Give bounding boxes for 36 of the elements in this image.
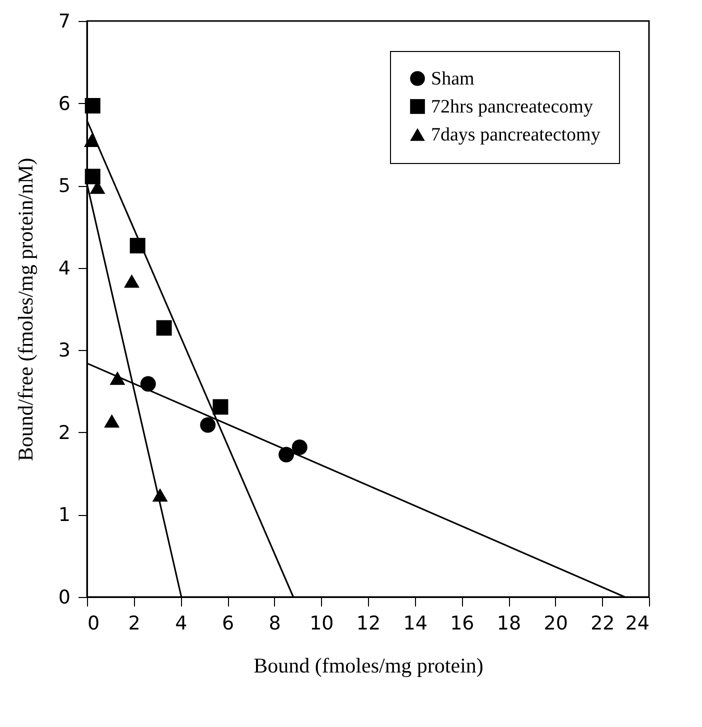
- x-tick-label: 16: [450, 612, 474, 634]
- legend-label: 72hrs pancreatecomy: [431, 96, 594, 118]
- y-tick-label: 6: [58, 92, 70, 115]
- x-tick-label: 6: [222, 612, 234, 634]
- y-tick-label: 4: [58, 257, 70, 280]
- point: [212, 399, 228, 415]
- x-tick-label: 14: [403, 612, 428, 634]
- point: [110, 371, 126, 385]
- point: [200, 417, 216, 433]
- point: [140, 376, 156, 392]
- x-tick-label: 4: [175, 612, 188, 634]
- y-tick-label: 7: [58, 10, 70, 32]
- y-tick-label: 0: [58, 586, 70, 608]
- x-tick-label: 2: [128, 612, 140, 634]
- x-tick-label: 18: [496, 612, 522, 634]
- x-tick-label: 24: [625, 612, 650, 634]
- x-tick-label: 8: [268, 612, 281, 634]
- x-tick-label: 10: [310, 612, 334, 634]
- y-axis-title: Bound/free (fmoles/mg protein/nM): [13, 158, 38, 462]
- y-tick-label: 5: [58, 175, 70, 198]
- legend-label: Sham: [431, 68, 474, 90]
- point: [104, 414, 120, 428]
- point: [156, 320, 172, 336]
- y-tick-label: 2: [58, 422, 70, 444]
- x-axis-title: Bound (fmoles/mg protein): [254, 654, 484, 678]
- point: [84, 98, 100, 114]
- y-tick-label: 3: [58, 340, 70, 362]
- y-tick-label: 1: [58, 504, 70, 526]
- x-tick-label: 22: [590, 612, 615, 634]
- point: [124, 274, 140, 288]
- x-tick-label: 20: [544, 612, 568, 634]
- x-tick-label: 12: [356, 612, 381, 634]
- legend-label: 7days pancreatectomy: [431, 124, 601, 146]
- x-tick-label: 0: [88, 612, 100, 634]
- point: [84, 168, 100, 184]
- point: [292, 440, 308, 455]
